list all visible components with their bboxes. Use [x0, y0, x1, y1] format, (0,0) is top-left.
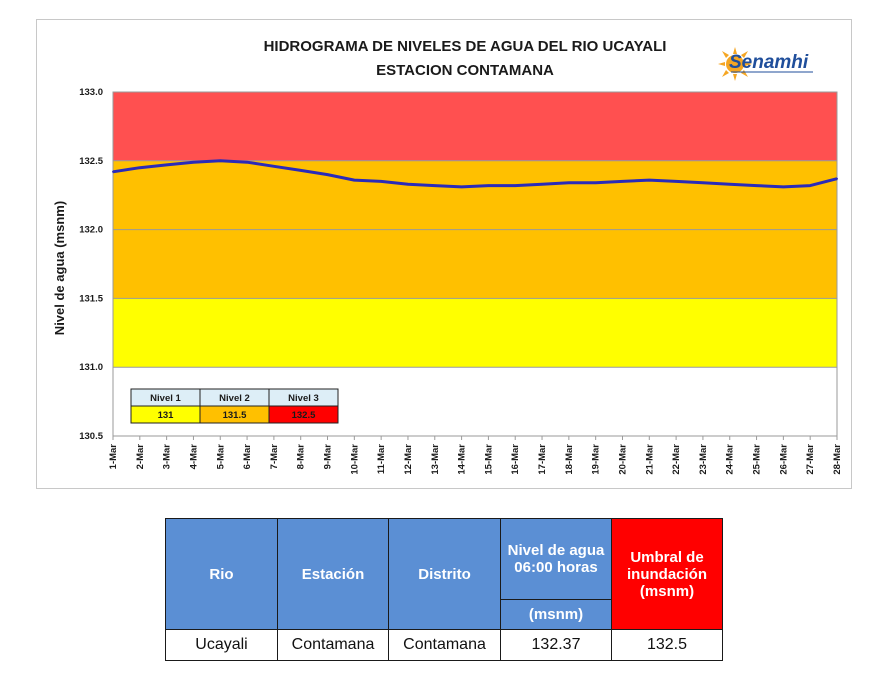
x-tick-label: 5-Mar — [215, 444, 226, 470]
water-level-line — [112, 159, 838, 189]
x-tick-label: 9-Mar — [323, 444, 334, 470]
logo-text: Senamhi — [729, 52, 809, 73]
chart-frame: 133.0 132.5 132.0 131.5 131.0 130.5 1-Mar 2-Ma… — [36, 19, 852, 489]
cell-umbral: 132.5 — [611, 629, 723, 661]
data-point — [782, 185, 785, 188]
data-point — [272, 165, 275, 168]
data-point — [380, 180, 383, 183]
sun-logo-icon — [718, 47, 752, 81]
cell-distrito: Contamana — [388, 629, 501, 661]
header-rio: Rio — [165, 518, 278, 630]
header-umbral: Umbral de inundación (msnm) — [611, 518, 723, 630]
chart-subtitle: ESTACION CONTAMANA — [376, 62, 554, 79]
data-point — [112, 170, 114, 173]
x-tick-label: 23-Mar — [698, 444, 709, 475]
cell-estacion: Contamana — [277, 629, 389, 661]
y-tick-label: 133.0 — [79, 87, 103, 98]
x-tick-label: 26-Mar — [778, 444, 789, 475]
data-point — [406, 183, 409, 186]
x-tick-label: 18-Mar — [564, 444, 575, 475]
threshold-band-0 — [113, 92, 837, 161]
hydrograph-chart: 133.0 132.5 132.0 131.5 131.0 130.5 1-Mar 2-Ma… — [52, 38, 843, 475]
legend-header-text: Nivel 1 — [150, 393, 181, 404]
data-point — [219, 159, 222, 162]
data-point — [433, 184, 436, 187]
legend-value-text: 131 — [158, 410, 175, 421]
data-point — [514, 184, 517, 187]
data-point — [353, 179, 356, 182]
x-tick-label: 28-Mar — [832, 444, 843, 475]
y-tick-label: 131.5 — [79, 293, 103, 304]
y-axis-label: Nivel de agua (msnm) — [52, 201, 67, 335]
x-tick-label: 11-Mar — [376, 444, 387, 474]
data-point — [165, 163, 168, 166]
data-point — [755, 184, 758, 187]
y-tick-label: 130.5 — [79, 431, 103, 442]
threshold-band-2 — [113, 298, 837, 368]
plot-border — [112, 91, 838, 437]
x-tick-label: 6-Mar — [242, 444, 253, 470]
data-point — [648, 179, 651, 182]
header-nivel: Nivel de agua 06:00 horas — [500, 518, 612, 600]
header-distrito: Distrito — [388, 518, 501, 630]
x-tick-label: 14-Mar — [457, 444, 468, 475]
y-tick-label: 131.0 — [79, 362, 103, 373]
data-point — [487, 184, 490, 187]
data-point — [192, 161, 195, 164]
x-tick-label: 13-Mar — [430, 444, 441, 475]
chart-title: HIDROGRAMA DE NIVELES DE AGUA DEL RIO UC… — [264, 38, 667, 55]
x-tick-label: 17-Mar — [537, 444, 548, 475]
data-point — [701, 181, 704, 184]
senamhi-logo: Senamhi — [718, 47, 813, 81]
data-point — [460, 185, 463, 188]
data-point — [728, 183, 731, 186]
y-tick-label: 132.5 — [79, 156, 103, 167]
x-tick-label: 15-Mar — [483, 444, 494, 475]
legend-value-text: 132.5 — [292, 410, 316, 421]
x-tick-label: 3-Mar — [162, 444, 173, 470]
cell-nivel: 132.37 — [500, 629, 612, 661]
x-tick-label: 21-Mar — [644, 444, 655, 475]
x-tick-label: 16-Mar — [510, 444, 521, 475]
x-tick-label: 25-Mar — [752, 444, 763, 475]
data-point — [836, 177, 838, 180]
header-nivel-unit: (msnm) — [500, 599, 612, 630]
x-tick-label: 10-Mar — [349, 444, 360, 475]
data-point — [567, 181, 570, 184]
data-point — [675, 180, 678, 183]
legend-value-cell — [268, 405, 339, 424]
x-tick-label: 19-Mar — [591, 444, 602, 475]
data-point — [594, 181, 597, 184]
cell-rio: Ucayali — [165, 629, 278, 661]
data-point — [138, 166, 141, 169]
x-tick-label: 12-Mar — [403, 444, 414, 475]
data-point — [299, 169, 302, 172]
x-tick-label: 20-Mar — [617, 444, 628, 475]
water-level-table: Rio Estación Distrito Nivel de agua 06:0… — [165, 518, 723, 661]
x-tick-label: 2-Mar — [135, 444, 146, 470]
data-point — [621, 180, 624, 183]
data-point — [809, 184, 812, 187]
y-tick-label: 132.0 — [79, 225, 103, 236]
x-tick-label: 24-Mar — [725, 444, 736, 475]
x-tick-label: 7-Mar — [269, 444, 280, 470]
data-point — [246, 161, 249, 164]
legend-value-text: 131.5 — [223, 410, 247, 421]
x-tick-label: 8-Mar — [296, 444, 307, 470]
x-tick-label: 1-Mar — [108, 444, 119, 470]
legend-header-text: Nivel 3 — [288, 393, 319, 404]
data-point — [326, 173, 329, 176]
legend-header-text: Nivel 2 — [219, 393, 250, 404]
x-tick-label: 27-Mar — [805, 444, 816, 475]
x-tick-label: 22-Mar — [671, 444, 682, 475]
header-estacion: Estación — [277, 518, 389, 630]
data-point — [541, 183, 544, 186]
x-tick-label: 4-Mar — [188, 444, 199, 470]
